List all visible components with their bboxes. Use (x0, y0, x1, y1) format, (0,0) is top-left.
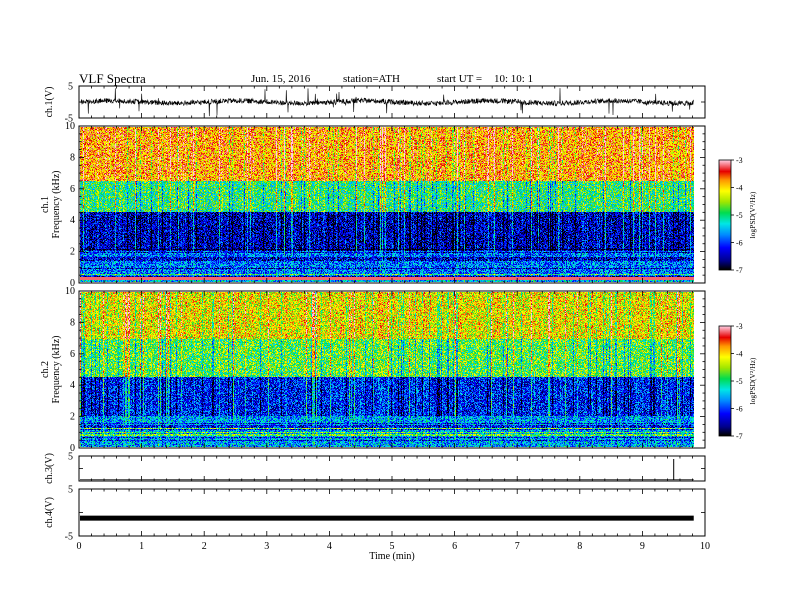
y-tick-label: 2 (70, 247, 75, 258)
colorbar-tick-label: -3 (736, 322, 743, 331)
x-tick-label: 6 (452, 541, 457, 552)
start-ut-value: 10: 10: 1 (494, 73, 534, 85)
y-tick-label: -5 (65, 532, 73, 543)
ch1-colorbar (719, 160, 731, 270)
colorbar-frame (718, 159, 732, 271)
colorbar-tick-label: -4 (736, 184, 743, 193)
x-tick-label: 3 (264, 541, 269, 552)
y-tick-label: 2 (70, 412, 75, 423)
colorbar-tick-label: -6 (736, 239, 743, 248)
y-axis-label: ch.1(V) (44, 87, 55, 118)
y-tick-label: 6 (70, 349, 75, 360)
y-tick-label: 4 (70, 380, 75, 391)
channel-label: ch.2 (40, 361, 51, 378)
y-axis-label: ch.3(V) (44, 453, 55, 484)
panel-frame (78, 290, 706, 449)
colorbar-tick-label: -3 (736, 156, 743, 165)
panel-frame (78, 488, 706, 537)
x-tick-label: 1 (139, 541, 144, 552)
x-tick-label: 2 (202, 541, 207, 552)
panel-frame (78, 125, 706, 284)
y-tick-label: 0 (70, 443, 75, 454)
y-tick-label: 5 (68, 82, 73, 93)
colorbar-tick-label: -6 (736, 405, 743, 414)
y-axis-label: Frequency (kHz) (51, 335, 62, 403)
date-label: Jun. 15, 2016 (251, 73, 311, 85)
channel-label: ch.1 (40, 196, 51, 213)
y-tick-label: 6 (70, 184, 75, 195)
x-tick-label: 7 (515, 541, 520, 552)
figure-title: VLF Spectra (79, 71, 146, 86)
y-tick-label: 5 (68, 485, 73, 496)
station-label: station=ATH (343, 73, 400, 85)
y-tick-label: 8 (70, 152, 75, 163)
y-axis-label: Frequency (kHz) (51, 170, 62, 238)
ch2-colorbar (719, 326, 731, 436)
x-axis-label: Time (min) (369, 551, 414, 562)
x-tick-label: 8 (577, 541, 582, 552)
ch1-spectrogram-image (80, 127, 694, 282)
y-tick-label: 10 (65, 286, 75, 297)
x-tick-label: 5 (390, 541, 395, 552)
start-ut-label: start UT = (437, 73, 483, 85)
y-tick-label: 10 (65, 121, 75, 132)
x-tick-label: 0 (77, 541, 82, 552)
ch1-trace (80, 88, 694, 117)
x-tick-label: 9 (640, 541, 645, 552)
y-tick-label: 0 (70, 278, 75, 289)
ch2-spectrogram-image (80, 292, 694, 447)
y-tick-label: 8 (70, 317, 75, 328)
colorbar-tick-label: -7 (736, 266, 743, 275)
colorbar-label: logPSD(V²/Hz) (748, 357, 757, 404)
colorbar-label: logPSD(V²/Hz) (748, 191, 757, 238)
y-tick-label: 4 (70, 215, 75, 226)
colorbar-tick-label: -4 (736, 350, 743, 359)
y-tick-label: -5 (65, 114, 73, 125)
y-axis-label: ch.4(V) (44, 497, 55, 528)
colorbar-tick-label: -5 (736, 211, 743, 220)
colorbar-frame (718, 325, 732, 437)
ch4-trace (80, 515, 694, 521)
y-tick-label: 5 (68, 452, 73, 463)
x-tick-label: 4 (327, 541, 332, 552)
colorbar-tick-label: -7 (736, 432, 743, 441)
colorbar-tick-label: -5 (736, 377, 743, 386)
x-tick-label: 10 (700, 541, 710, 552)
